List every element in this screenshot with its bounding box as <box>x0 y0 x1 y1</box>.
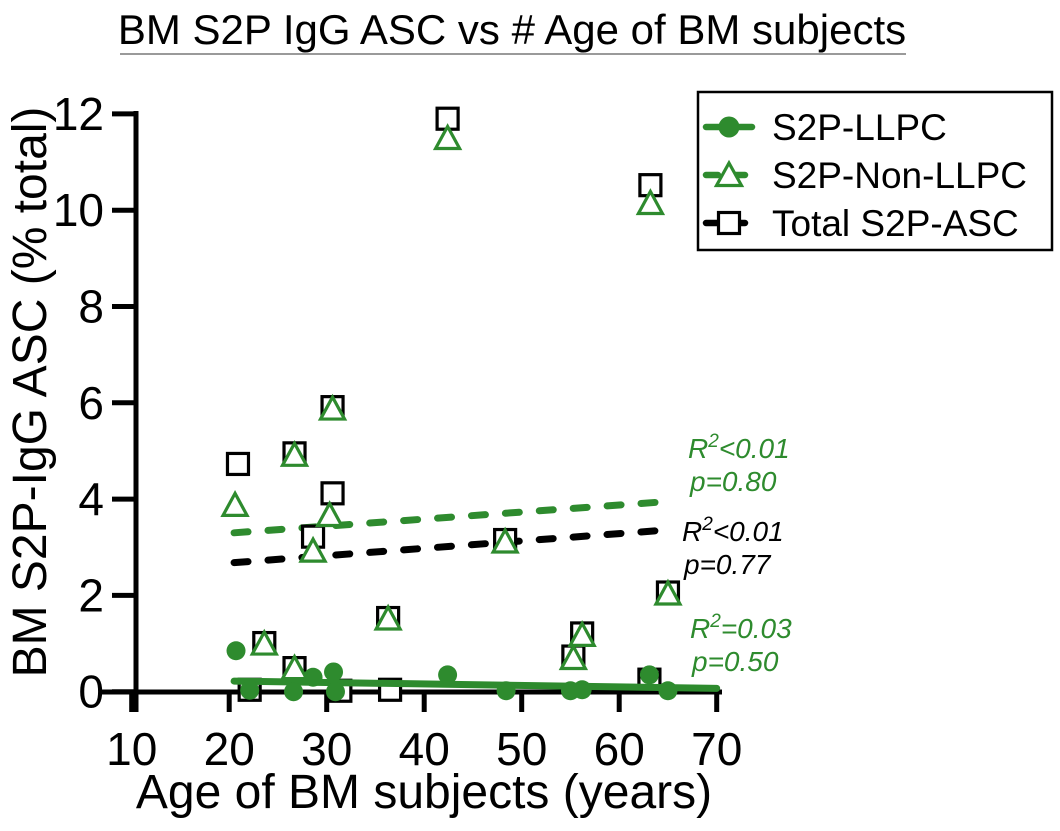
data-point-s2p-non-llpc <box>567 620 597 647</box>
series-s2p-llpc <box>226 641 678 702</box>
p-value-text: p=0.80 <box>689 466 777 497</box>
data-point-s2p-non-llpc <box>317 393 348 421</box>
trendline-total-s2p-asc <box>230 526 672 567</box>
legend-box <box>696 90 1054 252</box>
legend-triangle-icon <box>713 159 745 188</box>
legend-label: Total S2P-ASC <box>772 203 1019 244</box>
x-axis-title: Age of BM subjects (years) <box>136 766 712 819</box>
x-tick-label: 30 <box>301 723 352 775</box>
chart-title: BM S2P IgG ASC vs # Age of BM subjects <box>118 6 906 53</box>
data-point-s2p-llpc <box>572 680 592 700</box>
y-tick-label: 12 <box>53 88 104 140</box>
data-point-s2p-non-llpc <box>490 526 520 554</box>
p-value-text: p=0.77 <box>683 549 772 580</box>
y-tick-label: 8 <box>78 281 104 333</box>
y-tick-label: 0 <box>78 666 104 718</box>
y-tick-label: 2 <box>78 569 104 621</box>
legend: S2P-LLPC S2P-Non-LLPC Total S2P-ASC <box>696 90 1054 252</box>
data-point-s2p-non-llpc <box>635 188 666 216</box>
x-tick-label: 10 <box>106 723 157 775</box>
data-point-s2p-non-llpc <box>653 578 683 606</box>
data-point-s2p-llpc <box>639 665 659 685</box>
legend-item-s2p-non-llpc: S2P-Non-LLPC <box>702 155 1027 196</box>
trendline-s2p-non-llpc <box>230 498 672 537</box>
y-tick-label: 10 <box>53 184 104 236</box>
data-point-s2p-llpc <box>226 641 246 661</box>
x-tick-label: 50 <box>496 723 547 775</box>
y-tick-label: 6 <box>78 377 104 429</box>
series-total-s2p-asc <box>225 106 681 703</box>
plot-area <box>220 106 721 703</box>
data-point-s2p-llpc <box>496 681 516 701</box>
data-point-total-s2p-asc <box>225 451 251 477</box>
data-point-s2p-llpc <box>438 665 458 685</box>
x-tick-label: 70 <box>691 723 742 775</box>
stat-annotation: R2=0.03p=0.50 <box>690 611 792 677</box>
y-axis-title: BM S2P-IgG ASC (% total) <box>4 107 57 678</box>
data-point-s2p-non-llpc <box>373 603 403 631</box>
legend-item-s2p-llpc: S2P-LLPC <box>702 107 947 148</box>
axes: 10 20 30 40 50 60 70 0 2 4 6 8 10 12 <box>53 88 742 775</box>
r-squared-text: R2=0.03 <box>690 611 792 644</box>
data-point-s2p-llpc <box>303 667 323 687</box>
data-point-s2p-llpc <box>240 680 260 700</box>
legend-label: S2P-LLPC <box>772 107 947 148</box>
legend-circle-icon <box>718 116 740 138</box>
data-point-s2p-llpc <box>658 681 678 701</box>
x-tick-label: 40 <box>399 723 450 775</box>
legend-square-icon <box>716 210 742 236</box>
r-squared-text: R2<0.01 <box>688 431 790 464</box>
data-point-s2p-non-llpc <box>558 643 589 671</box>
legend-label: S2P-Non-LLPC <box>772 155 1027 196</box>
stat-annotation: R2<0.01p=0.80 <box>688 431 790 497</box>
series-s2p-non-llpc <box>220 123 683 681</box>
y-tick-label: 4 <box>78 473 104 525</box>
data-point-s2p-non-llpc <box>220 490 250 517</box>
data-point-s2p-llpc <box>325 682 345 702</box>
data-point-s2p-non-llpc <box>279 439 310 467</box>
p-value-text: p=0.50 <box>691 646 779 677</box>
legend-item-total-s2p-asc: Total S2P-ASC <box>702 203 1019 244</box>
x-tick-label: 60 <box>594 723 645 775</box>
data-point-s2p-non-llpc <box>249 628 279 656</box>
r-squared-text: R2<0.01 <box>682 514 784 547</box>
data-point-total-s2p-asc <box>320 481 345 506</box>
data-point-s2p-non-llpc <box>314 500 345 528</box>
stat-annotation: R2<0.01p=0.77 <box>682 514 784 580</box>
data-point-s2p-non-llpc <box>298 535 328 563</box>
x-tick-label: 20 <box>204 723 255 775</box>
data-point-s2p-llpc <box>324 662 344 682</box>
data-point-s2p-llpc <box>284 682 304 702</box>
data-point-s2p-non-llpc <box>432 123 463 151</box>
